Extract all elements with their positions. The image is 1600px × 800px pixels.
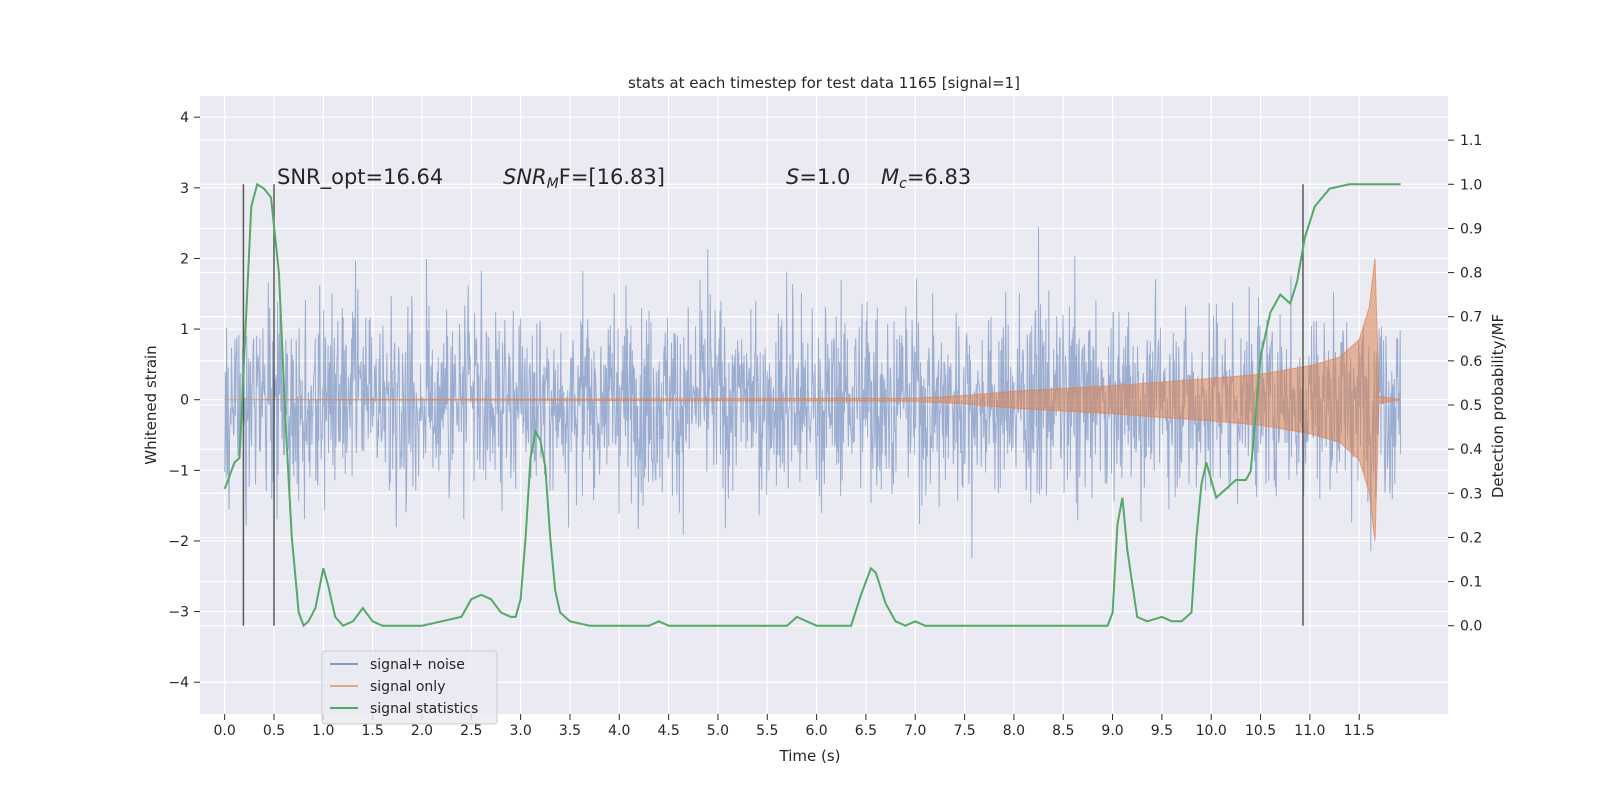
y2-tick-label: 0.2: [1460, 530, 1482, 546]
x-tick-label: 11.5: [1344, 723, 1375, 739]
x-tick-label: 10.5: [1245, 723, 1276, 739]
annotation-mc-value: =6.83: [907, 165, 971, 189]
annotation-snr-mf-symbol: SNR: [503, 165, 547, 189]
grid-lines: [200, 96, 1448, 714]
x-tick-label: 4.5: [657, 723, 679, 739]
y-tick-label: 1: [180, 322, 189, 338]
y-axis-label: Whitened strain: [142, 345, 160, 464]
annotation-s-value: =1.0: [799, 165, 850, 189]
x-tick-label: 6.5: [855, 723, 877, 739]
legend-label-signal-only: signal only: [370, 679, 445, 695]
x-axis-ticks: 0.0 0.5 1.0 1.5 2.0 2.5 3.0 3.5 4.0 4.5 5.0 5.5 6.0 6…: [214, 714, 1375, 739]
x-tick-label: 2.0: [411, 723, 433, 739]
chart-title: stats at each timestep for test data 116…: [628, 74, 1020, 92]
x-tick-label: 1.5: [362, 723, 384, 739]
x-tick-label: 0.5: [263, 723, 285, 739]
x-tick-label: 2.5: [460, 723, 482, 739]
signal-statistics-line: [223, 182, 1401, 628]
x-tick-label: 10.0: [1196, 723, 1227, 739]
y2-tick-label: 0.8: [1460, 266, 1482, 282]
y-tick-label: 0: [180, 393, 189, 409]
x-tick-label: 8.5: [1052, 723, 1074, 739]
x-tick-label: 7.0: [904, 723, 926, 739]
y-tick-label: 2: [180, 251, 189, 267]
y2-tick-label: 1.1: [1460, 133, 1482, 149]
y2-tick-label: 0.0: [1460, 619, 1482, 635]
x-tick-label: 5.0: [707, 723, 729, 739]
x-tick-label: 4.0: [608, 723, 630, 739]
legend-box: [321, 650, 498, 725]
x-tick-label: 3.0: [509, 723, 531, 739]
legend-label-signal-noise: signal+ noise: [370, 657, 465, 673]
y2-axis-label: Detection probability/MF: [1489, 314, 1507, 498]
y-tick-label: −2: [168, 534, 189, 550]
signal-statistics-series: [223, 182, 1401, 628]
x-tick-label: 9.5: [1151, 723, 1173, 739]
annotation-mc-symbol: M: [881, 165, 899, 189]
y-axis-ticks: 4 3 2 1 0 −1 −2 −3 −4: [168, 110, 200, 691]
y2-tick-label: 0.6: [1460, 354, 1482, 370]
x-tick-label: 3.5: [559, 723, 581, 739]
y2-tick-label: 0.9: [1460, 221, 1482, 237]
x-tick-label: 6.0: [805, 723, 827, 739]
annotation-mc: Mc=6.83: [881, 165, 971, 192]
signal-only-series: [224, 258, 1401, 542]
x-tick-label: 11.0: [1294, 723, 1325, 739]
signal-only-envelope: [224, 258, 1401, 542]
annotation-mc-subscript: c: [899, 176, 907, 192]
x-tick-label: 8.0: [1003, 723, 1025, 739]
y2-tick-label: 0.4: [1460, 442, 1482, 458]
x-tick-label: 5.5: [756, 723, 778, 739]
legend-label-signal-statistics: signal statistics: [370, 701, 478, 717]
y-tick-label: −1: [168, 463, 189, 479]
annotation-snr-mf-subscript: M: [547, 176, 559, 192]
y2-tick-label: 1.0: [1460, 177, 1482, 193]
y-tick-label: 3: [180, 181, 189, 197]
x-tick-label: 1.0: [312, 723, 334, 739]
x-tick-label: 9.0: [1101, 723, 1123, 739]
y2-tick-label: 0.3: [1460, 486, 1482, 502]
legend: signal+ noise signal only signal statist…: [321, 650, 498, 725]
y2-tick-label: 0.1: [1460, 575, 1482, 591]
y2-axis-ticks: 1.1 1.0 0.9 0.8 0.7 0.6 0.5 0.4 0.3 0.2 0.1 0.0: [1448, 133, 1482, 635]
y2-tick-label: 0.5: [1460, 398, 1482, 414]
annotation-s: S=1.0: [786, 165, 850, 189]
y-tick-label: −4: [168, 675, 189, 691]
annotation-snr-opt: SNR_opt=16.64: [277, 165, 443, 190]
x-axis-label: Time (s): [779, 747, 841, 765]
y-tick-label: −3: [168, 605, 189, 621]
annotation-s-symbol: S: [786, 165, 799, 189]
annotation-snr-mf-value: F=[16.83]: [559, 165, 665, 189]
x-tick-label: 0.0: [214, 723, 236, 739]
y2-tick-label: 0.7: [1460, 310, 1482, 326]
vertical-markers: [242, 184, 1304, 626]
x-tick-label: 7.5: [953, 723, 975, 739]
annotation-snr-mf: SNRMF=[16.83]: [503, 165, 665, 192]
y-tick-label: 4: [180, 110, 189, 126]
annotations: SNR_opt=16.64 SNRMF=[16.83] S=1.0 Mc=6.8…: [277, 165, 971, 192]
